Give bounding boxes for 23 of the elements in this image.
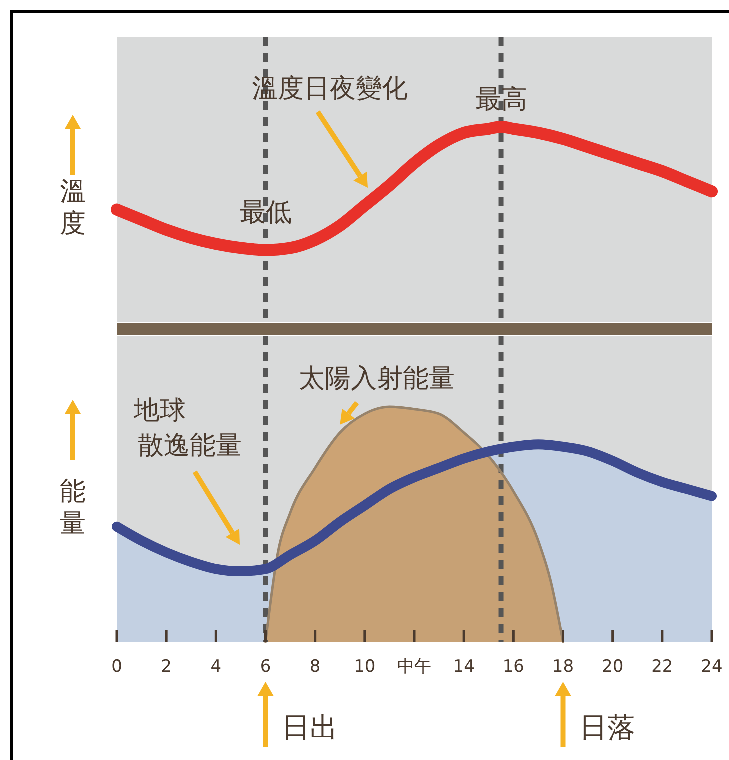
x-tick-label: 24 [701,657,723,677]
x-tick-label: 16 [502,657,524,677]
annotation: 太陽入射能量 [299,364,456,394]
x-tick-label: 18 [552,657,574,677]
y-axis-title: 溫度 [60,177,86,239]
x-tick-label: 0 [112,657,122,677]
x-tick-label: 2 [161,657,172,677]
y-axis-title: 能量 [60,477,86,539]
x-tick-label: 4 [210,657,222,677]
x-tick-label: 10 [354,657,376,677]
x-tick-label: 20 [602,657,624,677]
annotation: 散逸能量 [138,431,242,461]
x-tick-label: 14 [453,657,475,677]
x-tick-label: 8 [310,657,321,677]
annotation: 最高 [475,85,528,115]
annotation: 地球 [133,396,186,426]
x-tick-label: 22 [652,657,674,677]
x-tick-label: 6 [260,657,272,677]
annotation: 日落 [579,711,636,744]
annotation: 日出 [282,711,338,744]
text: 溫度日夜變化 [252,74,408,104]
annotation: 最低 [240,198,292,228]
x-tick-label: 中午 [398,657,432,677]
